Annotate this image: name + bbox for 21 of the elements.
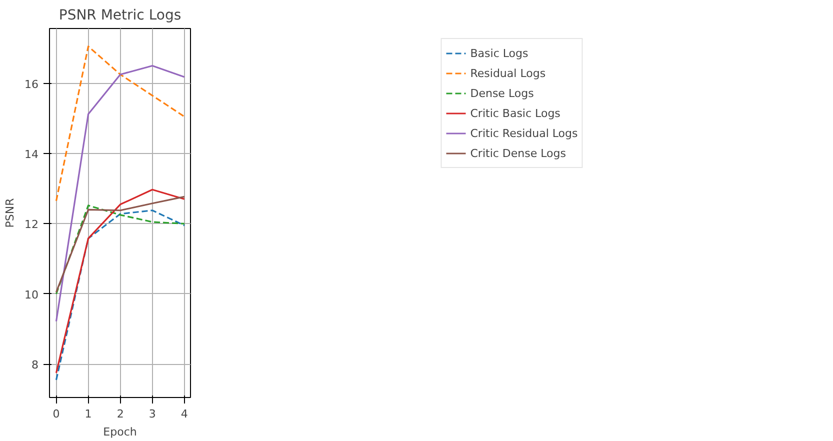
x-tick-label: 1: [84, 408, 92, 420]
legend-label: Critic Basic Logs: [470, 106, 560, 120]
y-tick-label: 10: [24, 288, 39, 302]
legend-label: Basic Logs: [470, 46, 528, 60]
y-axis-title: PSNR: [4, 198, 17, 228]
y-tick-label: 16: [24, 78, 39, 91]
legend-label: Dense Logs: [470, 86, 534, 100]
legend-label: Critic Residual Logs: [470, 126, 578, 140]
y-tick-label: 8: [32, 358, 38, 372]
line-series: [55, 46, 186, 202]
chart-title: PSNR Metric Logs: [58, 8, 182, 24]
legend-label: Critic Dense Logs: [470, 146, 566, 160]
x-tick-label: 3: [148, 408, 156, 420]
line-series: [55, 64, 186, 322]
y-tick-label: 12: [24, 218, 39, 232]
x-tick-label: 4: [180, 408, 188, 420]
legend-label: Residual Logs: [470, 66, 546, 80]
x-tick-label: 0: [52, 408, 60, 420]
y-tick-label: 14: [24, 148, 39, 161]
x-axis-title: Epoch: [103, 426, 137, 438]
x-tick-label: 2: [116, 408, 124, 420]
